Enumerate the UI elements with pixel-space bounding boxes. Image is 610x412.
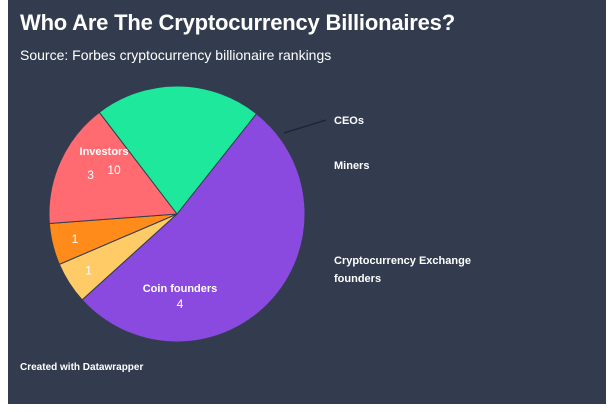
pie-value-coin-founders: 4: [177, 297, 184, 311]
pie-label-miners: Miners: [334, 160, 369, 172]
attribution-credit: Created with Datawrapper: [20, 362, 144, 373]
pie-label-ceos: CEOs: [334, 115, 364, 127]
chart-title: Who Are The Cryptocurrency Billionaires?: [20, 10, 455, 35]
pie-value-investors: 10: [107, 163, 121, 177]
pie-slices: [48, 85, 306, 343]
pie-slice-coin-founders: [98, 85, 258, 215]
pie-value-miners: 1: [72, 232, 79, 246]
pie-value-ceos: 1: [85, 264, 92, 278]
chart-subtitle: Source: Forbes cryptocurrency billionair…: [20, 47, 332, 63]
pie-slice-cryptocurrency-exchange-founders: [48, 111, 178, 224]
pie-slice-investors: [81, 112, 306, 343]
chart-panel: Who Are The Cryptocurrency Billionaires?…: [8, 0, 606, 404]
pie-label-investors: Investors: [80, 146, 129, 158]
pie-label-cryptocurrency-exchange-founders: Cryptocurrency Exchange founders: [334, 255, 471, 285]
leader-line-ceos: [283, 119, 327, 134]
pie-value-cryptocurrency-exchange-founders: 3: [87, 168, 94, 182]
pie-label-coin-founders: Coin founders: [143, 283, 218, 295]
pie-chart: 10 Investors 1 CEOs 1 Miners 3 Cryptocurrency E…: [48, 85, 471, 343]
pie-labels: 10 Investors 1 CEOs 1 Miners 3 Cryptocurrency E…: [72, 115, 471, 311]
